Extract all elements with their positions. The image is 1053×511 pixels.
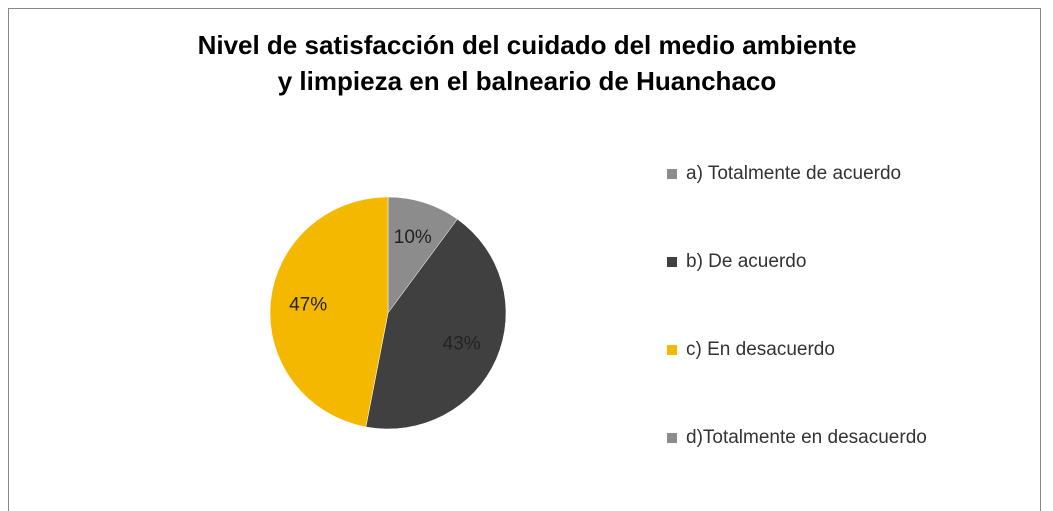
legend-swatch xyxy=(667,257,677,267)
legend-swatch xyxy=(667,345,677,355)
legend-swatch xyxy=(667,169,677,179)
legend-label: a) Totalmente de acuerdo xyxy=(686,163,901,184)
pie-slice xyxy=(387,196,458,314)
chart-title: Nivel de satisfacción del cuidado del me… xyxy=(198,30,857,60)
data-label: 43% xyxy=(443,333,481,354)
data-label: 47% xyxy=(289,295,327,316)
data-label: 10% xyxy=(394,227,432,248)
legend-label: b) De acuerdo xyxy=(686,251,806,272)
legend-label: d)Totalmente en desacuerdo xyxy=(686,427,927,448)
pie-slice xyxy=(365,218,507,430)
legend-swatch xyxy=(667,433,677,443)
chart-border xyxy=(8,8,1041,511)
pie-slice xyxy=(269,196,389,428)
chart-subtitle: y limpieza en el balneario de Huanchaco xyxy=(278,66,777,96)
legend-label: c) En desacuerdo xyxy=(686,339,835,360)
